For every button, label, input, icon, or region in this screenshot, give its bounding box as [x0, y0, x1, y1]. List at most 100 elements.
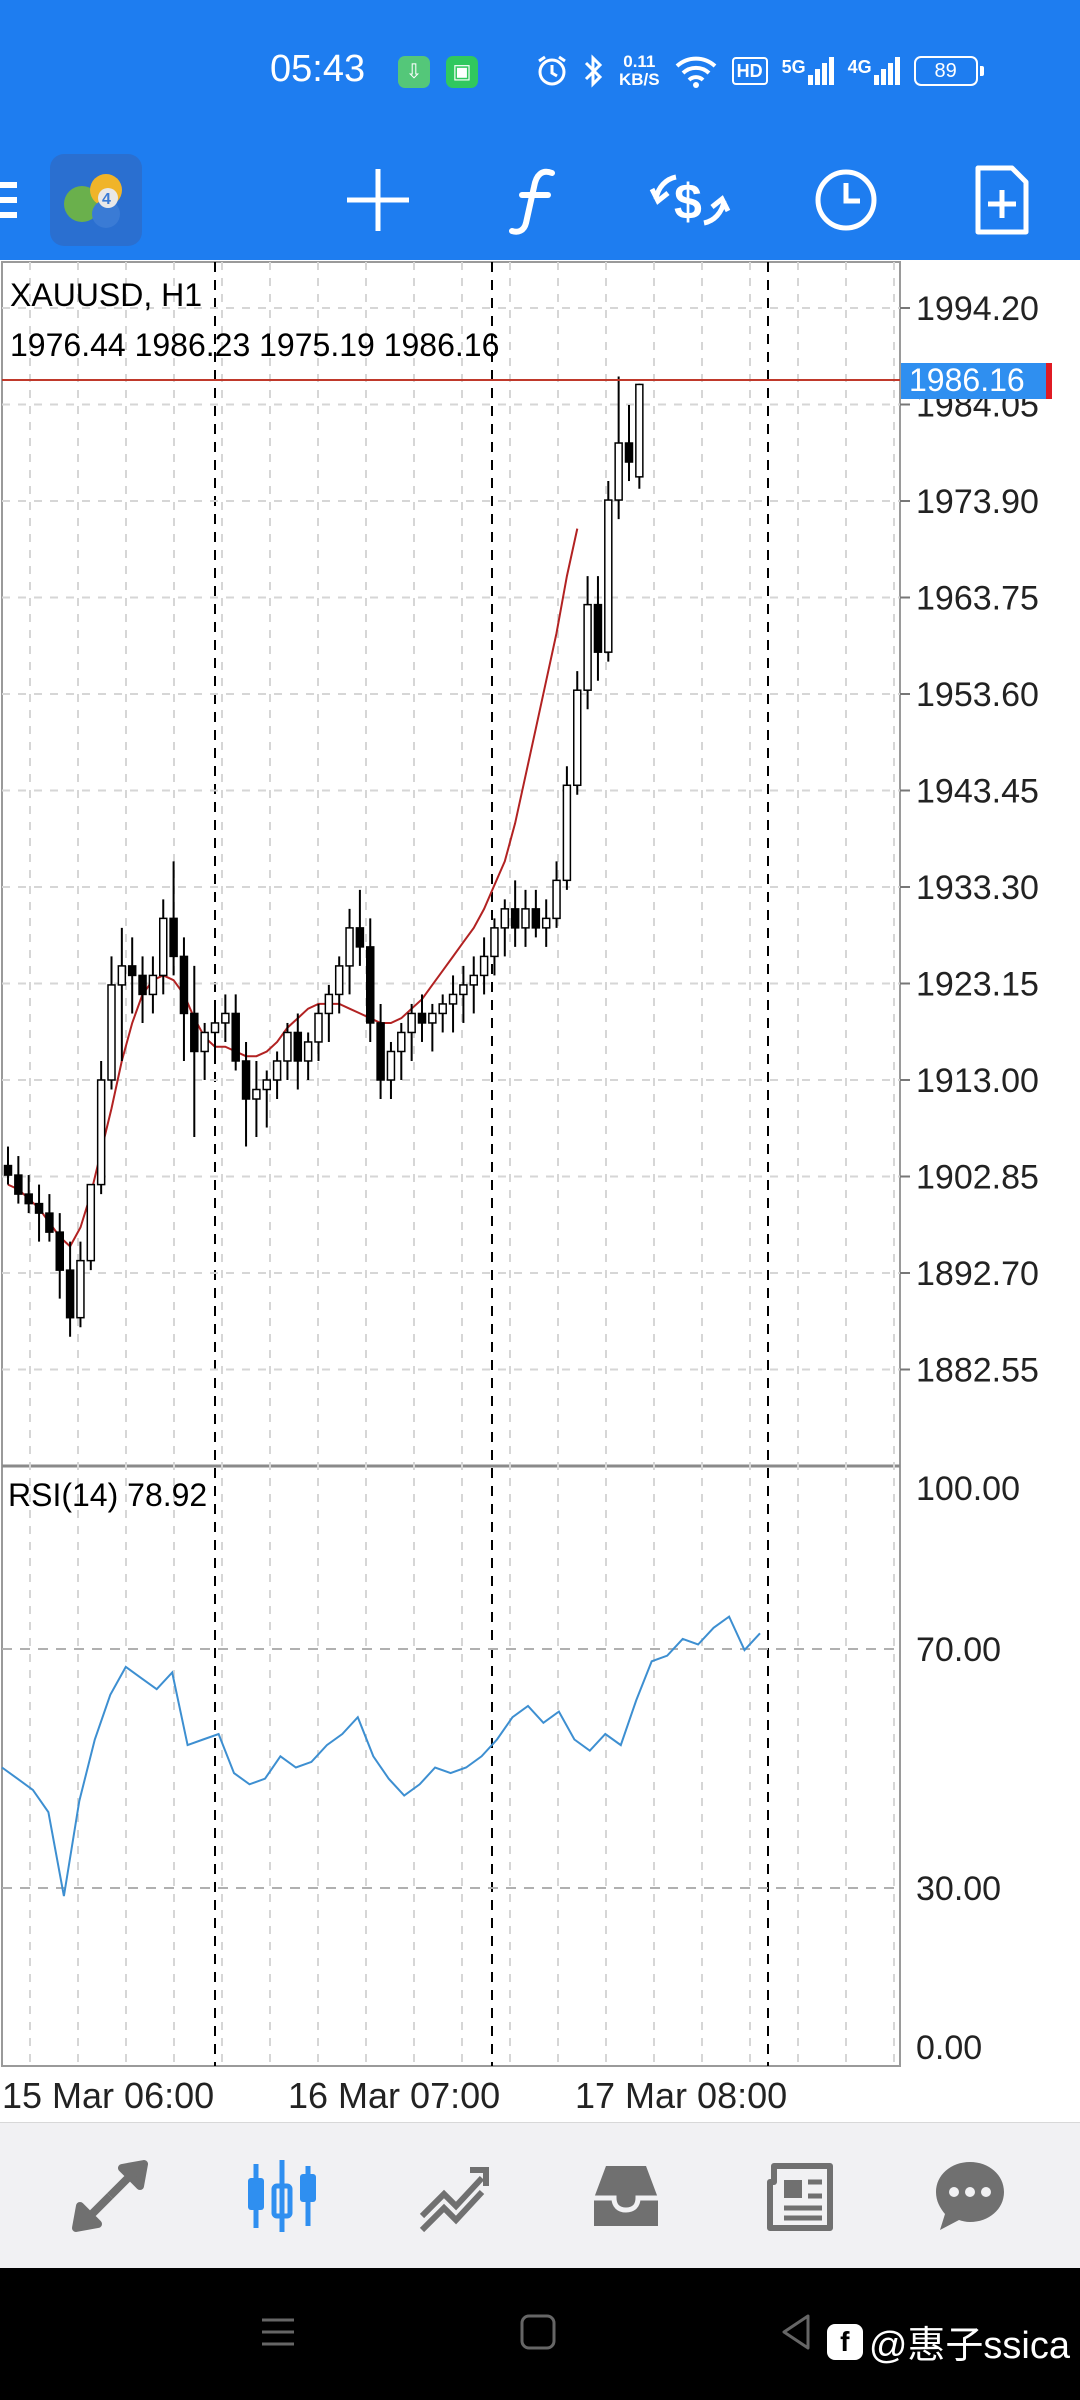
rsi-pane-frame — [1, 1465, 901, 2067]
new-order-icon[interactable] — [952, 150, 1052, 250]
time-axis-label: 16 Mar 07:00 — [288, 2075, 500, 2116]
watermark: f @惠子ssica — [826, 2314, 1070, 2369]
candle-body — [303, 1041, 313, 1062]
candle-body — [562, 784, 572, 882]
wifi-icon — [675, 56, 716, 88]
metatrader-logo-icon[interactable]: 4 — [46, 150, 146, 250]
candle-body — [438, 1003, 447, 1015]
candle-body — [334, 965, 344, 996]
candle-body — [138, 974, 147, 996]
candle-body — [490, 927, 499, 958]
rsi-axis-label: 0.00 — [916, 2029, 982, 2067]
candle-body — [293, 1031, 303, 1062]
candle-body — [635, 383, 644, 478]
candle-body — [428, 1012, 437, 1024]
candle-body — [510, 908, 520, 929]
candle-body — [407, 1012, 416, 1034]
candle-body — [459, 984, 468, 996]
chart-area[interactable]: 1994.20 1984.05 1973.90 1963.75 1953.60 1943.… — [0, 260, 1080, 2120]
candle-body — [231, 1012, 240, 1062]
candle-body — [355, 927, 365, 948]
candle-body — [614, 442, 623, 501]
current-price-tag-edge — [1046, 363, 1052, 399]
candle-body — [624, 442, 634, 463]
candle-body — [272, 1060, 282, 1081]
menu-icon[interactable] — [0, 150, 40, 250]
signal-2-icon: 4G — [848, 57, 900, 85]
status-time: 05:43 — [270, 48, 366, 90]
price-axis-label: 1953.60 — [916, 676, 1039, 714]
timeframe-clock-icon[interactable] — [796, 150, 896, 250]
candle-body — [386, 1050, 396, 1081]
hd-badge: HD — [731, 57, 768, 85]
messages-icon[interactable] — [915, 2141, 1025, 2251]
candle-body — [252, 1088, 261, 1100]
candle-body — [552, 879, 561, 920]
alarm-icon — [538, 55, 566, 86]
news-icon[interactable] — [743, 2141, 853, 2251]
price-axis-label: 1913.00 — [916, 1062, 1039, 1100]
back-icon[interactable] — [776, 2312, 816, 2357]
candle-body — [117, 965, 127, 986]
rsi-axis-label: 70.00 — [916, 1631, 1001, 1669]
trade-icon[interactable] — [399, 2141, 509, 2251]
battery-icon: 89 — [913, 56, 984, 86]
current-price-label: 1986.16 — [909, 362, 1025, 398]
candle-body — [179, 955, 189, 1015]
candle-body — [210, 1022, 220, 1034]
candle-body — [521, 908, 530, 929]
candle-body — [45, 1212, 54, 1233]
bottom-navigation — [0, 2122, 1080, 2269]
recent-apps-icon[interactable] — [258, 2312, 298, 2357]
symbol-timeframe-label: XAUUSD, H1 — [10, 277, 202, 313]
candle-body — [169, 917, 178, 958]
candle-body — [541, 917, 551, 929]
watermark-logo: f — [826, 2323, 863, 2360]
signal-2-label: 4G — [847, 57, 872, 77]
price-axis-label: 1973.90 — [916, 483, 1039, 521]
candle-body — [86, 1183, 96, 1262]
candle-body — [500, 908, 510, 929]
price-axis-label: 1963.75 — [916, 580, 1039, 618]
candle-body — [283, 1031, 292, 1062]
home-icon[interactable] — [518, 2312, 558, 2357]
status-bar: 05:43 ⇩ ▣ 0.11 KB/S HD 5G 4G 89 — [0, 0, 1080, 140]
candle-body — [76, 1259, 85, 1319]
candle-body — [127, 965, 137, 977]
svg-text:4: 4 — [102, 191, 111, 208]
candle-body — [148, 974, 158, 996]
candle-body — [107, 984, 116, 1081]
candle-body — [200, 1031, 209, 1053]
candle-body — [24, 1193, 33, 1205]
signal-icon: 5G — [782, 57, 834, 85]
watermark-text: @惠子ssica — [868, 2325, 1070, 2367]
history-icon[interactable] — [571, 2141, 681, 2251]
rsi-axis-label: 100.00 — [916, 1470, 1020, 1508]
indicators-icon[interactable] — [484, 150, 584, 250]
candle-body — [397, 1031, 406, 1053]
candle-body — [96, 1079, 106, 1186]
system-navigation-bar: f @惠子ssica — [0, 2268, 1080, 2400]
net-speed-unit: KB/S — [619, 70, 660, 89]
candle-body — [366, 946, 375, 1024]
signal-1-label: 5G — [781, 57, 806, 77]
symbol-change-icon[interactable]: $ — [640, 150, 740, 250]
crosshair-icon[interactable] — [328, 150, 428, 250]
chart-icon[interactable] — [227, 2141, 337, 2251]
price-chart[interactable]: 1994.201984.051973.901963.751953.601943.… — [0, 260, 1080, 2120]
candle-body — [573, 689, 582, 787]
price-axis-label: 1892.70 — [916, 1255, 1039, 1293]
price-axis-label: 1943.45 — [916, 773, 1039, 811]
candle-body — [479, 955, 489, 977]
candle-body — [159, 917, 168, 977]
bluetooth-icon — [584, 54, 603, 88]
net-speed-value: 0.11 — [623, 52, 656, 71]
candle-body — [593, 603, 603, 653]
quotes-icon[interactable] — [55, 2141, 165, 2251]
price-axis-label: 1882.55 — [916, 1352, 1039, 1390]
candle-body — [65, 1269, 75, 1319]
net-speed: 0.11 KB/S — [619, 53, 660, 89]
price-axis-label: 1933.30 — [916, 869, 1039, 907]
candle-body — [34, 1202, 44, 1214]
price-axis-label: 1923.15 — [916, 966, 1039, 1004]
